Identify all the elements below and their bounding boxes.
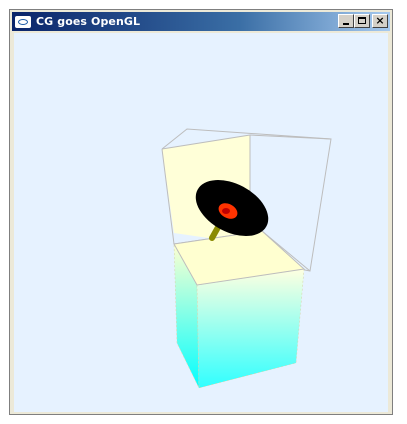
window-controls: ×: [338, 14, 388, 28]
app-icon[interactable]: [15, 15, 31, 28]
minimize-button[interactable]: [338, 14, 354, 28]
minimize-icon: [343, 23, 349, 25]
upper-box-edge-1: [161, 134, 251, 150]
disc-center-highlight: [222, 208, 230, 214]
scene-svg: [161, 128, 332, 389]
app-window: CG goes OpenGL ×: [9, 9, 393, 415]
lower-box: [173, 230, 306, 389]
lower-box-face-left: [173, 243, 200, 389]
lower-box-top: [173, 230, 306, 286]
maximize-icon: [358, 17, 366, 24]
maximize-button[interactable]: [354, 14, 370, 28]
lower-box-face-front: [196, 268, 305, 389]
close-icon: ×: [375, 14, 385, 27]
title-bar[interactable]: CG goes OpenGL ×: [12, 12, 390, 31]
window-title: CG goes OpenGL: [36, 15, 141, 28]
upper-box-edges: [161, 128, 332, 272]
close-button[interactable]: ×: [372, 14, 388, 28]
upper-box-edge-2: [249, 134, 332, 140]
opengl-canvas[interactable]: [14, 33, 388, 412]
